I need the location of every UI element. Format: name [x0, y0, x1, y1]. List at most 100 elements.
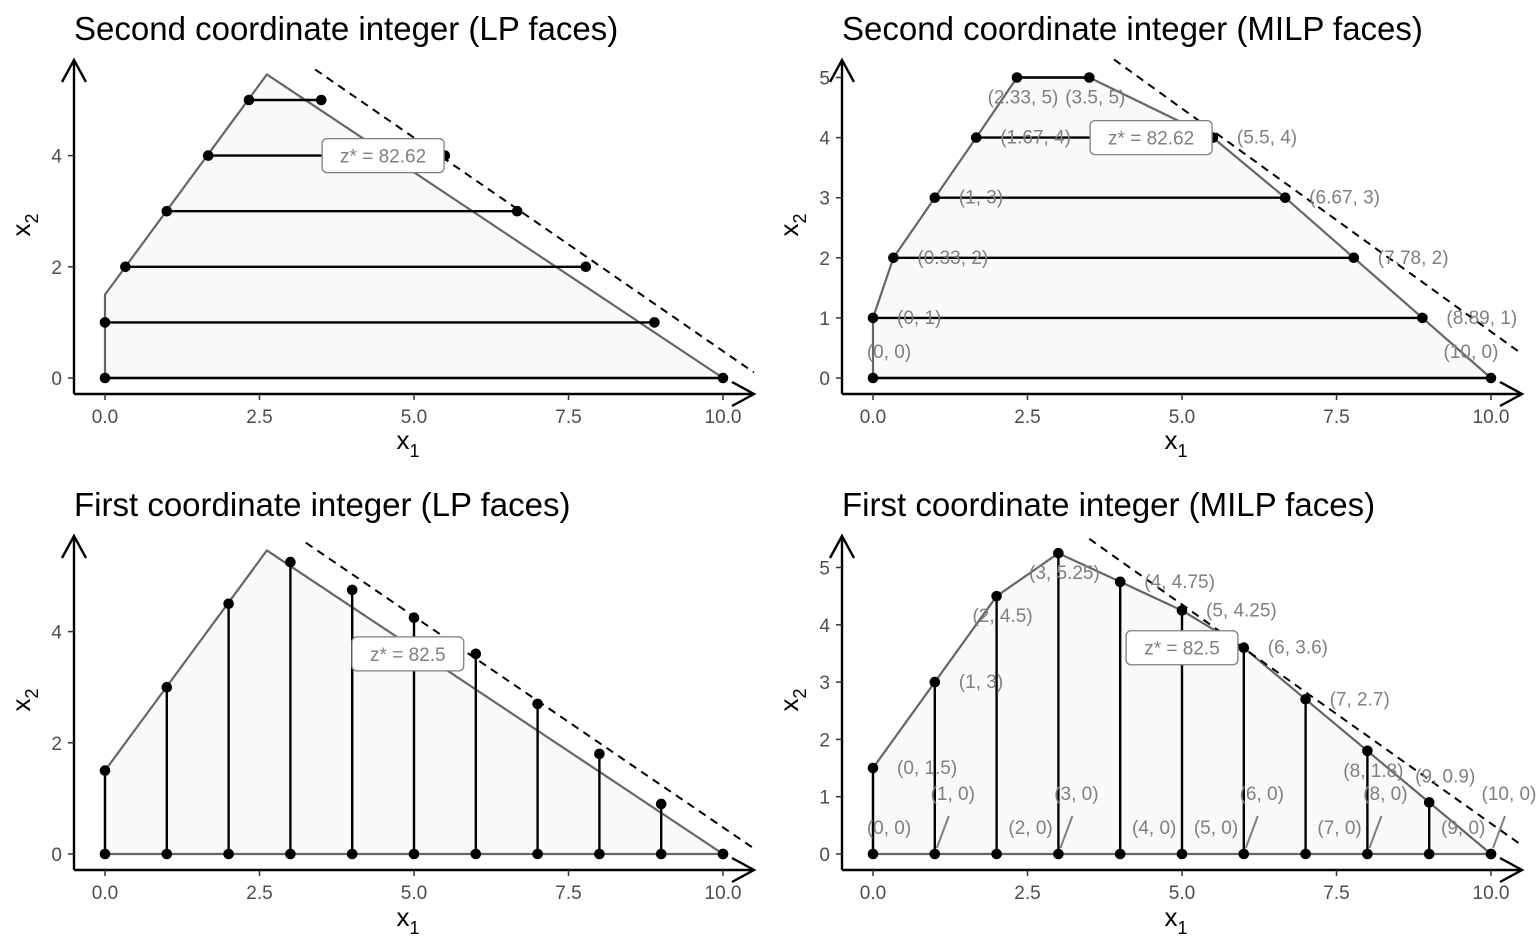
- point-label: (3.5, 5): [1065, 88, 1125, 109]
- face-point: [1417, 312, 1428, 324]
- point-label: (6.67, 3): [1309, 188, 1380, 209]
- point-label: (7.78, 2): [1378, 248, 1449, 269]
- y-tick-label: 4: [51, 147, 62, 168]
- point-label: (10, 0): [1482, 784, 1536, 805]
- face-point: [346, 848, 358, 860]
- face-point: [717, 848, 729, 860]
- y-axis-title-main: x: [774, 224, 804, 237]
- point-label: (0, 0): [867, 342, 911, 363]
- point-label: (2.33, 5): [988, 88, 1059, 109]
- face-point: [202, 150, 214, 161]
- face-point: [470, 848, 482, 860]
- point-label: (3, 5.25): [1029, 563, 1100, 584]
- point-label: (7, 2.7): [1330, 689, 1390, 710]
- y-axis-arrow: [60, 533, 88, 559]
- y-tick-label: 4: [819, 129, 830, 150]
- face-point: [970, 132, 982, 143]
- objective-label-box: [351, 636, 465, 672]
- x-axis-arrow: [1499, 380, 1525, 408]
- point-label: (2, 0): [1008, 818, 1052, 839]
- face-point: [346, 584, 358, 596]
- feasible-region: [103, 73, 725, 380]
- y-tick-label: 2: [51, 734, 62, 755]
- face-point: [1348, 252, 1360, 264]
- y-tick-label: 3: [819, 189, 830, 210]
- point-label: (1, 3): [959, 672, 1003, 693]
- face-point: [867, 848, 879, 860]
- face-point: [1238, 642, 1250, 654]
- objective-label-box: [1089, 119, 1213, 156]
- face-point: [408, 848, 420, 860]
- y-tick-label: 2: [819, 730, 830, 751]
- y-axis-title: x2: [774, 213, 810, 236]
- y-tick-label: 2: [819, 249, 830, 270]
- x-tick-label: 2.5: [1014, 407, 1040, 428]
- x-axis-title-sub: 1: [1177, 441, 1187, 461]
- chart-title: Second coordinate integer (MILP faces): [842, 10, 1423, 47]
- y-tick-label: 2: [51, 258, 62, 279]
- face-point: [1011, 72, 1023, 83]
- y-axis-arrow: [60, 57, 88, 83]
- face-point: [1176, 848, 1188, 860]
- objective-line: [1088, 538, 1523, 847]
- face-point: [1176, 605, 1188, 616]
- x-tick-label: 0.0: [860, 407, 886, 428]
- face-point: [99, 317, 111, 328]
- face-point: [888, 252, 899, 264]
- x-axis-title-sub: 1: [409, 918, 419, 938]
- point-label: (4, 4.75): [1144, 572, 1215, 593]
- point-label: (0, 0): [867, 818, 911, 839]
- y-tick-label: 0: [51, 845, 62, 866]
- label-leader: [1244, 815, 1259, 849]
- y-axis-title-main: x: [6, 224, 36, 237]
- face-point: [929, 192, 941, 203]
- y-axis-title-main: x: [6, 699, 36, 712]
- point-label: (5, 0): [1194, 818, 1238, 839]
- face-point: [867, 762, 879, 774]
- objective-line: [305, 541, 755, 850]
- x-tick-label: 2.5: [246, 883, 272, 904]
- face-point: [161, 205, 173, 217]
- y-tick-label: 1: [819, 788, 830, 809]
- objective-label: z* = 82.62: [1108, 129, 1194, 150]
- face-point: [649, 317, 660, 328]
- face-point: [1114, 576, 1126, 588]
- chart-title: Second coordinate integer (LP faces): [74, 10, 618, 47]
- face-point: [99, 765, 111, 776]
- face-point: [1279, 192, 1291, 203]
- face-point: [717, 372, 729, 384]
- y-axis-title: x2: [6, 213, 42, 236]
- y-tick-label: 5: [819, 69, 830, 90]
- point-label: (0, 1.5): [897, 758, 957, 779]
- y-tick-label: 0: [51, 369, 62, 390]
- point-label: (8, 1.8): [1343, 761, 1403, 782]
- point-label: (7, 0): [1317, 818, 1361, 839]
- y-axis-title-main: x: [774, 699, 804, 712]
- point-label: (9, 0): [1441, 818, 1485, 839]
- x-axis-title-main: x: [1164, 902, 1177, 932]
- face-point: [99, 848, 111, 860]
- x-tick-label: 7.5: [1323, 407, 1349, 428]
- panel-bottom-right: First coordinate integer (MILP faces) (0,…: [774, 486, 1536, 938]
- point-label: (8.89, 1): [1446, 308, 1517, 329]
- face-point: [223, 848, 234, 860]
- label-leader: [1368, 815, 1383, 849]
- y-tick-label: 0: [819, 369, 830, 390]
- x-tick-label: 5.0: [1169, 407, 1195, 428]
- x-tick-label: 10.0: [1473, 407, 1510, 428]
- point-label: (8, 0): [1363, 784, 1407, 805]
- face-point: [929, 848, 941, 860]
- chart-title: First coordinate integer (LP faces): [74, 486, 570, 523]
- face-point: [580, 261, 592, 273]
- face-point: [408, 612, 420, 623]
- label-leader: [935, 815, 950, 849]
- face-point: [1423, 797, 1435, 808]
- face-point: [511, 205, 523, 217]
- face-point: [243, 94, 255, 106]
- objective-label-box: [321, 137, 445, 174]
- y-axis-title: x2: [6, 688, 42, 711]
- x-axis-title: x1: [396, 902, 419, 938]
- face-point: [991, 590, 1002, 602]
- face-point: [316, 94, 327, 106]
